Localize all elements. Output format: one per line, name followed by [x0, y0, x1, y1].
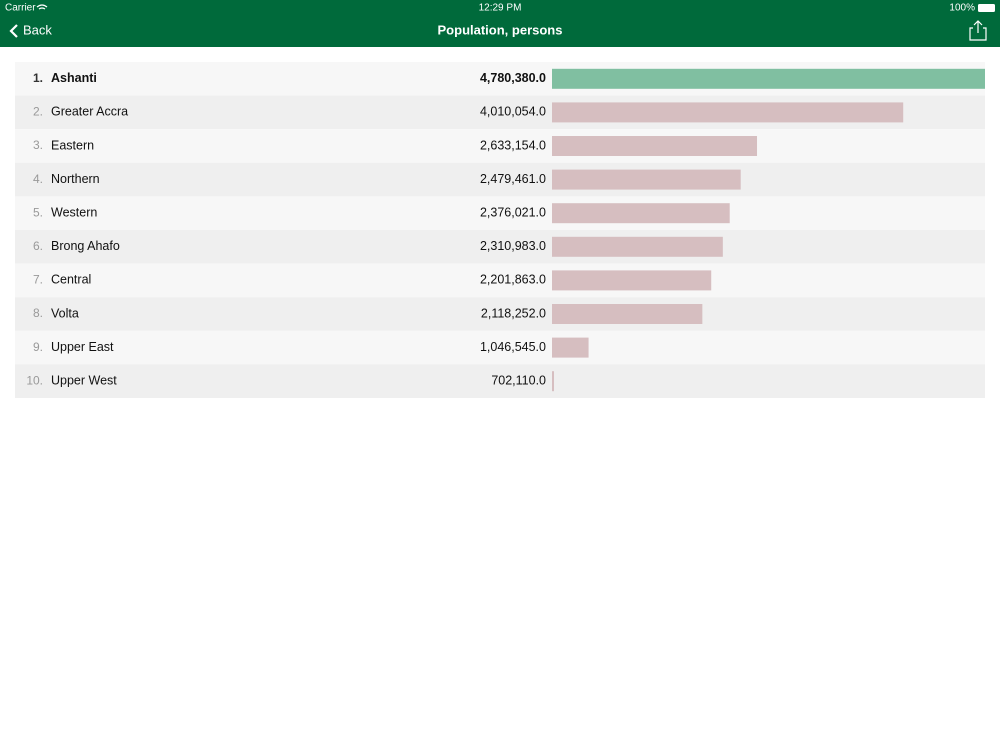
row-bg	[15, 129, 985, 163]
row-bg	[15, 297, 985, 331]
row-bg	[15, 196, 985, 230]
battery-icon	[978, 4, 995, 12]
battery-level: 100%	[949, 3, 975, 14]
region-name: Western	[51, 205, 97, 219]
row-bg	[15, 230, 985, 264]
region-name: Ashanti	[51, 71, 97, 85]
bar	[552, 371, 554, 392]
clock: 12:29 PM	[479, 3, 522, 14]
rank: 5.	[33, 205, 43, 219]
rank: 1.	[33, 71, 43, 85]
rank: 6.	[33, 239, 43, 253]
value-label: 2,633,154.0	[480, 138, 546, 152]
back-label[interactable]: Back	[23, 22, 52, 37]
value-label: 2,376,021.0	[480, 205, 546, 219]
region-name: Upper West	[51, 373, 117, 387]
region-name: Brong Ahafo	[51, 239, 120, 253]
bar	[552, 236, 723, 257]
value-label: 2,310,983.0	[480, 239, 546, 253]
bar	[552, 68, 985, 89]
region-name: Eastern	[51, 138, 94, 152]
value-label: 2,201,863.0	[480, 273, 546, 287]
bar	[552, 102, 904, 123]
rank: 7.	[33, 273, 43, 287]
ranking-list: 1. Ashanti 4,780,380.0 2. Greater Accra 4,010…	[15, 62, 985, 398]
value-label: 4,780,380.0	[480, 71, 546, 85]
value-label: 1,046,545.0	[480, 340, 546, 354]
row-bg	[15, 263, 985, 298]
row-bg	[15, 364, 985, 398]
value-label: 702,110.0	[491, 373, 546, 387]
rank: 9.	[33, 340, 43, 354]
bar	[552, 270, 712, 291]
carrier: Carrier	[5, 3, 36, 14]
rank: 2.	[33, 105, 43, 119]
share-button[interactable]	[969, 20, 987, 41]
bar	[552, 136, 758, 156]
rank: 3.	[33, 138, 43, 152]
value-label: 2,479,461.0	[480, 172, 546, 186]
region-name: Upper East	[51, 340, 114, 354]
wifi-icon	[36, 4, 48, 10]
back-chevron[interactable]	[9, 24, 18, 38]
bar	[552, 337, 589, 358]
header-bg	[0, 0, 1000, 47]
region-name: Greater Accra	[51, 105, 128, 119]
region-name: Central	[51, 273, 91, 287]
value-label: 4,010,054.0	[480, 105, 546, 119]
row-bg	[15, 162, 985, 197]
share-icon[interactable]	[969, 20, 987, 41]
back-button[interactable]: Back	[9, 22, 52, 38]
rank: 10.	[26, 373, 43, 387]
row-bg	[15, 330, 985, 365]
region-name: Volta	[51, 306, 79, 320]
nav-title: Population, persons	[438, 22, 563, 37]
bar	[552, 304, 703, 324]
bar	[552, 203, 730, 224]
rank: 8.	[33, 306, 43, 320]
region-name: Northern	[51, 172, 100, 186]
value-label: 2,118,252.0	[481, 306, 546, 320]
bar	[552, 169, 741, 190]
rank: 4.	[33, 172, 43, 186]
